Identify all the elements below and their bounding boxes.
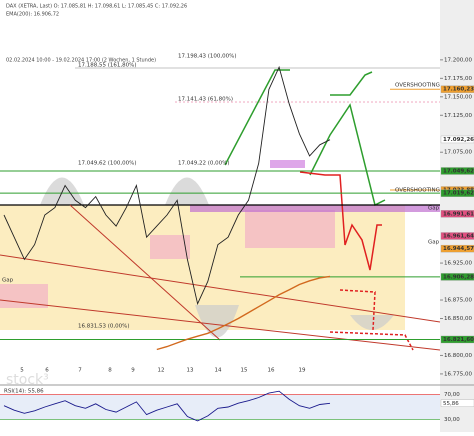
projection <box>309 103 386 207</box>
rsi-line <box>3 390 331 422</box>
price-label: 16.961,64 <box>443 233 474 239</box>
y-tick-label: 16.775,00 <box>444 371 472 377</box>
trend-line <box>69 204 221 341</box>
y-tick-label: 30,00 <box>444 417 460 423</box>
ema-line <box>156 275 331 351</box>
header: 02.02.2024 10:00 - 19.02.2024 17:00 (2 W… <box>6 58 156 64</box>
price-label-bg <box>440 135 474 144</box>
price-label-bg <box>440 273 474 281</box>
x-tick-label: 14 <box>215 368 222 374</box>
zone-pink <box>245 210 335 248</box>
price-label: 16.906,28 <box>443 274 474 280</box>
x-tick-label: 13 <box>187 368 194 374</box>
projection <box>330 71 373 96</box>
projection <box>299 171 382 271</box>
price-label-bg <box>440 85 474 93</box>
x-tick-label: 6 <box>45 368 49 374</box>
y-tick-label: 17.075,00 <box>444 150 472 156</box>
trend-line <box>0 254 441 323</box>
x-tick-label: 16 <box>268 368 275 374</box>
annotation: Gap <box>428 206 440 212</box>
x-tick-label: 19 <box>299 368 306 374</box>
header: EMA(200): 16.906,72 <box>6 12 59 18</box>
y-tick-label: 16.875,00 <box>444 298 472 304</box>
price-label-bg <box>440 232 474 240</box>
y-tick-label: 17.150,00 <box>444 94 472 100</box>
y-tick-label: 17.175,00 <box>444 76 472 82</box>
annotation: Gap <box>428 240 440 246</box>
x-tick-label: 15 <box>241 368 248 374</box>
projection <box>224 69 290 166</box>
projection <box>329 331 414 351</box>
x-tick-label: 7 <box>78 368 82 374</box>
arc <box>195 305 239 338</box>
annotation: OVERSHOOTING <box>395 188 440 194</box>
price-label: 17.019,62 <box>443 191 474 197</box>
price-label: 17.160,23 <box>443 87 474 93</box>
y-tick-label: 16.850,00 <box>444 316 472 322</box>
zone <box>270 160 305 168</box>
price-label: 16.944,57 <box>443 246 474 252</box>
x-tick-label: 8 <box>108 368 112 374</box>
x-tick-label: 9 <box>131 368 135 374</box>
rsi-label-bg <box>440 399 474 407</box>
x-tick-label: 5 <box>20 368 24 374</box>
price-line <box>3 65 331 306</box>
y-tick-label: 16.800,00 <box>444 353 472 359</box>
price-label: 17.049,62 <box>443 168 474 174</box>
rsi-label: 55,86 <box>443 401 459 407</box>
header: DAX (XETRA, Last) O: 17.085,81 H: 17.098… <box>6 4 187 10</box>
annotation: Gap <box>2 278 14 284</box>
price-label-bg <box>440 244 474 253</box>
annotation: 16.831,53 (0,00%) <box>78 324 130 330</box>
y-tick-label: 70,00 <box>444 392 460 398</box>
annotation: 17.049,22 (0,00%) <box>178 161 230 167</box>
rsi-title: RSI(14): 55,86 <box>4 389 44 395</box>
gap-zone <box>190 205 440 212</box>
price-label-bg <box>440 189 474 197</box>
annotation: 17.141,43 (61,80%) <box>178 97 233 103</box>
zone-pink <box>150 235 190 259</box>
price-label-bg <box>440 335 474 344</box>
price-label-bg <box>440 167 474 175</box>
price-label: 16.991,61 <box>443 211 474 217</box>
x-tick-label: 12 <box>158 368 165 374</box>
trend-line <box>0 299 441 351</box>
y-tick-label: 16.925,00 <box>444 261 472 267</box>
annotation: 17.198,43 (100,00%) <box>178 54 237 60</box>
y-tick-label: 17.125,00 <box>444 113 472 119</box>
annotation: 17.049,62 (100,00%) <box>78 161 137 167</box>
price-label: 17.092,26 <box>443 137 474 143</box>
arc <box>350 315 394 330</box>
annotation: OVERSHOOTING <box>395 83 440 89</box>
annotation: 17.188,55 (161,80%) <box>78 63 137 69</box>
rsi-band <box>0 395 440 419</box>
price-label-bg <box>440 210 474 218</box>
arc <box>165 177 209 205</box>
watermark: stock³ <box>6 372 49 388</box>
y-tick-label: 17.200,00 <box>444 57 472 63</box>
price-label: 16.821,60 <box>443 337 474 343</box>
zone-pink <box>0 284 48 308</box>
projection <box>339 289 376 331</box>
